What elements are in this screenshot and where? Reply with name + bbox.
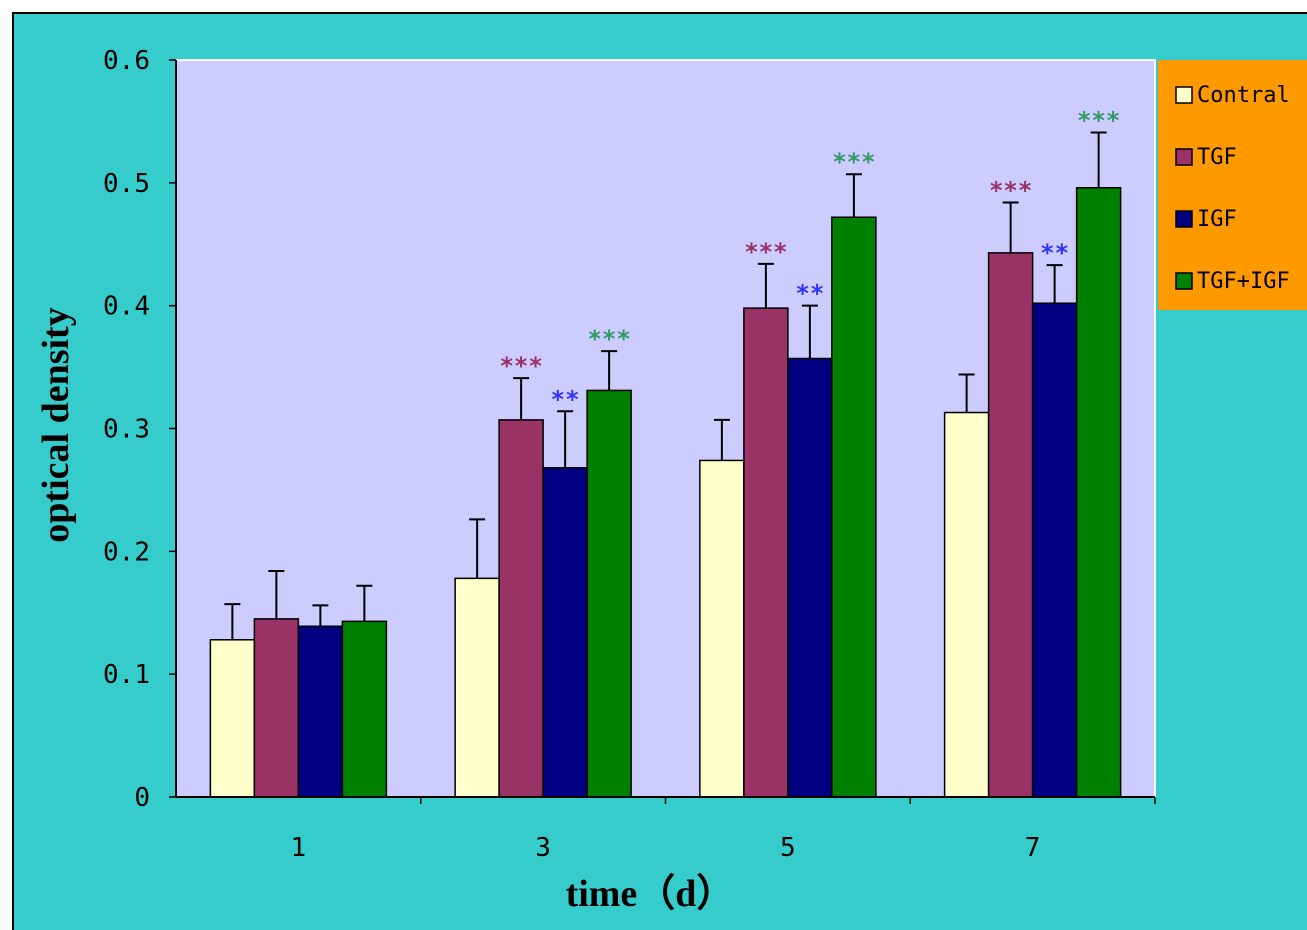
bar-igf-5 <box>787 357 833 798</box>
legend-label: IGF <box>1197 207 1237 232</box>
significance-label: *** <box>989 176 1032 204</box>
bar-group <box>209 186 1122 798</box>
significance-label: *** <box>499 352 542 380</box>
legend-swatch <box>1175 86 1193 104</box>
y-axis-title: optical density <box>35 307 77 542</box>
bar-tgf-igf-7 <box>1075 186 1122 798</box>
y-tick-label: 0.1 <box>103 660 150 690</box>
x-tick-label: 3 <box>535 833 551 863</box>
legend-label: Contral <box>1197 83 1290 108</box>
significance-label: ** <box>795 280 824 308</box>
legend-label: TGF+IGF <box>1197 269 1290 294</box>
bar-tgf-7 <box>987 252 1034 798</box>
bar-tgf-5 <box>743 307 789 798</box>
x-tick-label: 1 <box>291 833 307 863</box>
significance-label: ** <box>1040 239 1069 267</box>
y-tick-labels: 0 0.1 0.2 0.3 0.4 0.5 0.6 <box>103 46 150 813</box>
bar-tgf-igf-5 <box>831 216 877 798</box>
significance-label: ** <box>551 385 580 413</box>
bar-igf-1 <box>297 625 344 798</box>
axes <box>169 59 1156 804</box>
bar-igf-7 <box>1031 302 1078 798</box>
significance-label: *** <box>744 238 787 266</box>
significance-label: *** <box>832 148 875 176</box>
x-tick-label: 5 <box>780 833 796 863</box>
y-tick-label: 0.5 <box>103 169 150 199</box>
significance-label: *** <box>1077 106 1120 134</box>
bar-contral-3 <box>454 577 500 798</box>
y-tick-label: 0.4 <box>103 292 150 322</box>
bar-contral-7 <box>943 411 990 798</box>
error-bar-group <box>224 131 1107 640</box>
bar-tgf-igf-3 <box>586 389 632 798</box>
y-tick-label: 0 <box>134 783 150 813</box>
bar-contral-1 <box>209 639 256 798</box>
x-axis-title: time（d） <box>566 873 735 915</box>
legend: Contral TGF IGF TGF+IGF <box>1158 60 1307 310</box>
x-tick-label: 7 <box>1025 833 1041 863</box>
x-tick-labels: 1 3 5 7 <box>291 833 1041 863</box>
y-tick-label: 0.6 <box>103 46 150 76</box>
bar-igf-3 <box>542 467 588 798</box>
bar-tgf-1 <box>253 618 300 798</box>
bar-tgf-igf-1 <box>341 620 388 798</box>
significance-group: ************************ <box>499 106 1120 413</box>
legend-swatch <box>1175 210 1193 228</box>
y-tick-label: 0.3 <box>103 415 150 445</box>
legend-label: TGF <box>1197 145 1237 170</box>
legend-swatch <box>1175 148 1193 166</box>
significance-label: *** <box>587 325 630 353</box>
bar-contral-5 <box>699 459 745 798</box>
y-tick-label: 0.2 <box>103 537 150 567</box>
legend-swatch <box>1175 272 1193 290</box>
bar-tgf-3 <box>498 419 544 798</box>
